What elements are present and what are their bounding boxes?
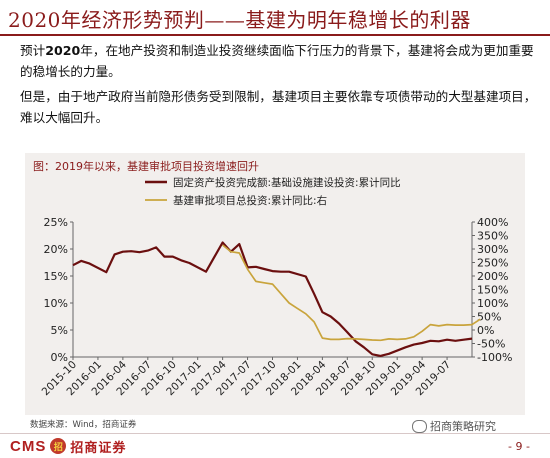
- legend-label-2: 基建审批项目总投资:累计同比:右: [173, 194, 327, 207]
- page-title: 2020年经济形势预判——基建为明年稳增长的利器: [8, 8, 471, 32]
- logo-cn-text: 招商证券: [70, 440, 127, 456]
- series-line-1: [72, 241, 473, 357]
- chart-lines: [72, 241, 481, 357]
- right-tick-label: 150%: [477, 284, 508, 297]
- data-source: 数据来源：Wind，招商证券: [30, 420, 137, 430]
- left-tick-label: 5%: [51, 324, 68, 337]
- logo-mark-icon: 招: [50, 438, 67, 454]
- chart-panel: 图：2019年以来，基建审批项目投资增速回升 固定资产投资完成额:基础设施建设投…: [25, 153, 525, 415]
- right-tick-label: 350%: [477, 230, 508, 243]
- page-number: - 9 -: [508, 440, 530, 453]
- chart-axes: 0%5%10%15%20%25%-100%-50%0%50%100%150%20…: [40, 216, 513, 398]
- footer-divider: [0, 433, 550, 434]
- right-tick-label: 250%: [477, 257, 508, 270]
- paragraph-outlook: 预计2020年，在地产投资和制造业投资继续面临下行压力的背景下，基建将会成为更加…: [20, 40, 540, 82]
- right-tick-label: -100%: [477, 351, 512, 364]
- right-tick-label: -50%: [477, 338, 505, 351]
- figure-title: 图：2019年以来，基建审批项目投资增速回升: [33, 160, 259, 173]
- right-tick-label: 200%: [477, 270, 508, 283]
- left-tick-label: 0%: [51, 351, 68, 364]
- title-divider: [0, 34, 550, 36]
- left-tick-label: 10%: [44, 297, 68, 310]
- wechat-text: 招商策略研究: [430, 420, 496, 433]
- right-tick-label: 0%: [477, 324, 494, 337]
- series-line-2: [222, 244, 481, 342]
- right-tick-label: 100%: [477, 297, 508, 310]
- wechat-icon: [412, 419, 427, 433]
- paragraph-outlook-year: 2020: [45, 43, 81, 58]
- right-tick-label: 50%: [477, 311, 501, 324]
- line-chart: 固定资产投资完成额:基础设施建设投资:累计同比基建审批项目总投资:累计同比:右 …: [40, 176, 513, 398]
- logo-cms-text: CMS: [10, 437, 47, 455]
- left-tick-label: 20%: [44, 243, 68, 256]
- right-tick-label: 400%: [477, 216, 508, 229]
- paragraph-constraints: 但是，由于地产政府当前隐形债务受到限制，基建项目主要依靠专项债带动的大型基建项目…: [20, 89, 537, 125]
- legend-label-1: 固定资产投资完成额:基础设施建设投资:累计同比: [173, 176, 401, 189]
- left-tick-label: 15%: [44, 270, 68, 283]
- paragraph-outlook-rest: 年，在地产投资和制造业投资继续面临下行压力的背景下，基建将会成为更加重要的稳增长…: [20, 43, 534, 79]
- left-tick-label: 25%: [44, 216, 68, 229]
- right-tick-label: 300%: [477, 243, 508, 256]
- wechat-watermark: 招商策略研究: [412, 418, 496, 434]
- paragraph-outlook-prefix: 预计: [20, 43, 46, 58]
- company-logo: CMS 招 招商证券: [10, 436, 126, 456]
